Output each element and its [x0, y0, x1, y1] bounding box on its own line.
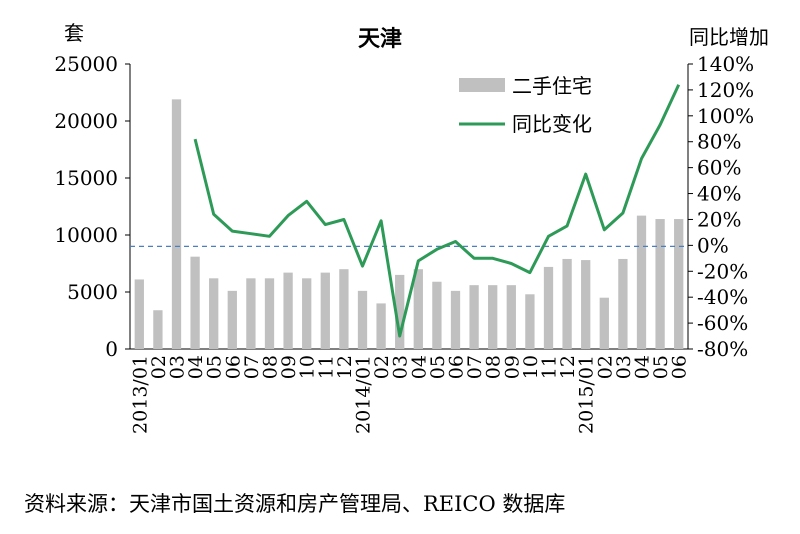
bar — [376, 303, 386, 349]
left-axis-unit: 套 — [64, 21, 84, 45]
x-tick-label: 06 — [446, 355, 468, 379]
x-tick-label: 05 — [204, 355, 226, 379]
source-note: 资料来源：天津市国土资源和房产管理局、REICO 数据库 — [24, 492, 566, 516]
y-right-tick-label: 80% — [697, 130, 741, 154]
bar — [283, 272, 293, 349]
y-left-tick-label: 0 — [105, 337, 118, 361]
x-tick-label: 2014/01 — [353, 355, 375, 434]
bar — [543, 266, 554, 349]
bar — [525, 294, 535, 349]
bar — [562, 258, 572, 349]
x-tick-label: 03 — [167, 355, 189, 379]
x-tick-label: 2015/01 — [576, 355, 598, 434]
x-tick-label: 06 — [222, 355, 244, 379]
y-right-tick-label: -20% — [697, 259, 748, 283]
bar — [246, 278, 256, 349]
y-axis-right: -80%-60%-40%-20%0%20%40%60%80%100%120%14… — [688, 52, 754, 361]
bar — [357, 290, 368, 349]
chart: 0 5000 10000 15000 20000 25000 -80%-60%-40%-2… — [54, 21, 769, 434]
x-axis: 2013/0102030405060708091011122014/010203… — [129, 355, 690, 434]
x-tick-label: 11 — [539, 355, 561, 379]
x-tick-label: 09 — [278, 355, 300, 379]
y-axis-left: 0 5000 10000 15000 20000 25000 — [54, 52, 130, 361]
y-right-tick-label: -40% — [697, 285, 748, 309]
bar — [432, 281, 442, 349]
legend-swatch-bar — [459, 78, 505, 92]
bar — [469, 285, 479, 349]
bar — [618, 258, 628, 349]
x-tick-label: 08 — [483, 355, 505, 379]
x-tick-label: 06 — [669, 355, 691, 379]
x-tick-label: 07 — [464, 355, 486, 379]
bar — [190, 256, 200, 349]
x-tick-label: 02 — [594, 355, 616, 379]
x-tick-label: 10 — [520, 355, 542, 379]
bar-series — [134, 99, 684, 349]
x-tick-label: 09 — [501, 355, 523, 379]
x-tick-label: 11 — [315, 355, 337, 379]
legend-label-line: 同比变化 — [512, 112, 592, 136]
y-right-tick-label: 0% — [697, 233, 729, 257]
y-right-tick-label: 140% — [697, 52, 754, 76]
x-tick-label: 2013/01 — [129, 355, 151, 434]
line-series — [193, 84, 681, 338]
y-left-tick-label: 10000 — [54, 223, 118, 247]
x-tick-label: 05 — [650, 355, 672, 379]
y-left-tick-label: 5000 — [67, 280, 118, 304]
y-right-tick-label: 120% — [697, 78, 754, 102]
bar — [674, 219, 684, 349]
bar — [395, 274, 405, 349]
x-tick-label: 04 — [408, 355, 430, 379]
bar — [264, 278, 275, 349]
bar — [488, 285, 498, 349]
y-right-tick-label: 100% — [697, 104, 754, 128]
bar — [506, 285, 516, 349]
y-right-tick-label: 60% — [697, 156, 741, 180]
bar — [450, 290, 461, 349]
x-tick-label: 05 — [427, 355, 449, 379]
bar — [413, 269, 423, 349]
x-tick-label: 07 — [241, 355, 263, 379]
x-tick-label: 03 — [390, 355, 412, 379]
x-tick-label: 04 — [632, 355, 654, 379]
bar — [655, 219, 665, 349]
bar — [227, 290, 237, 349]
plot-frame — [129, 64, 689, 350]
y-right-tick-label: -80% — [697, 337, 748, 361]
y-left-tick-label: 20000 — [54, 109, 118, 133]
x-tick-label: 02 — [371, 355, 393, 379]
x-tick-label: 02 — [148, 355, 170, 379]
chart-title: 天津 — [358, 26, 402, 52]
x-tick-label: 03 — [613, 355, 635, 379]
bar — [171, 99, 182, 349]
right-axis-label: 同比增加 — [689, 25, 769, 49]
y-left-tick-label: 25000 — [54, 52, 118, 76]
legend-label-bar: 二手住宅 — [512, 74, 592, 98]
y-left-tick-label: 15000 — [54, 166, 118, 190]
bar — [581, 260, 591, 349]
bar — [153, 310, 163, 349]
bar — [320, 272, 330, 349]
x-tick-label: 12 — [557, 355, 579, 379]
y-right-tick-label: -60% — [697, 311, 748, 335]
y-right-tick-label: 40% — [697, 182, 741, 206]
x-tick-label: 10 — [297, 355, 319, 379]
bar — [302, 278, 312, 349]
y-right-tick-label: 20% — [697, 207, 741, 231]
bar — [134, 279, 144, 349]
x-tick-label: 04 — [185, 355, 207, 379]
bar — [339, 269, 349, 349]
x-tick-label: 08 — [260, 355, 282, 379]
bar — [636, 215, 647, 349]
x-tick-label: 12 — [334, 355, 356, 379]
bar — [599, 297, 609, 349]
bar — [209, 278, 219, 349]
